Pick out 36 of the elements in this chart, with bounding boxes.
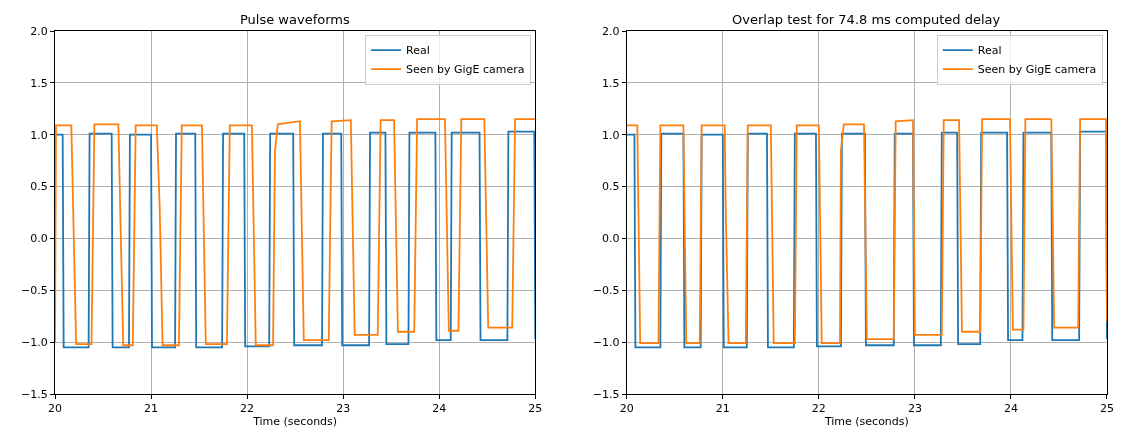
y-tick-label: 1.0 [30, 128, 48, 142]
y-tick-label: 0.5 [30, 180, 48, 194]
legend-label: Seen by GigE camera [406, 63, 525, 77]
chart-title: Overlap test for 74.8 ms computed delay [732, 12, 1001, 27]
chart-title: Pulse waveforms [240, 12, 350, 27]
y-tick-label: −0.5 [21, 284, 48, 298]
x-tick-label: 20 [619, 402, 634, 416]
y-tick-label: 0.0 [602, 232, 620, 246]
y-tick-label: 2.0 [602, 24, 620, 38]
y-tick-label: 0.0 [30, 232, 48, 246]
y-tick-label: −1.0 [21, 335, 48, 349]
y-tick-label: −1.0 [592, 335, 620, 349]
y-tick-label: 1.5 [30, 76, 48, 90]
x-tick-label: 22 [811, 402, 826, 416]
legend-label: Real [977, 44, 1002, 58]
legend-label: Seen by GigE camera [977, 63, 1097, 77]
x-tick-label: 23 [907, 402, 922, 416]
y-tick-label: 2.0 [30, 24, 48, 38]
y-tick-label: 0.5 [602, 180, 620, 194]
x-tick-label: 24 [1003, 402, 1018, 416]
x-tick-label: 25 [528, 402, 543, 416]
x-tick-label: 21 [715, 402, 730, 416]
x-tick-label: 21 [144, 402, 159, 416]
y-tick-label: 1.5 [602, 76, 620, 90]
y-tick-label: 1.0 [602, 128, 620, 142]
x-tick-label: 23 [336, 402, 351, 416]
x-tick-label: 22 [240, 402, 255, 416]
x-axis-title: Time (seconds) [823, 415, 909, 429]
x-tick-label: 24 [432, 402, 447, 416]
y-tick-label: −1.5 [592, 387, 620, 401]
x-tick-label: 25 [1100, 402, 1114, 416]
legend-label: Real [406, 44, 430, 58]
x-axis-title: Time (seconds) [252, 415, 338, 429]
y-tick-label: −1.5 [21, 387, 48, 401]
y-tick-label: −0.5 [592, 284, 620, 298]
x-tick-label: 20 [48, 402, 62, 416]
